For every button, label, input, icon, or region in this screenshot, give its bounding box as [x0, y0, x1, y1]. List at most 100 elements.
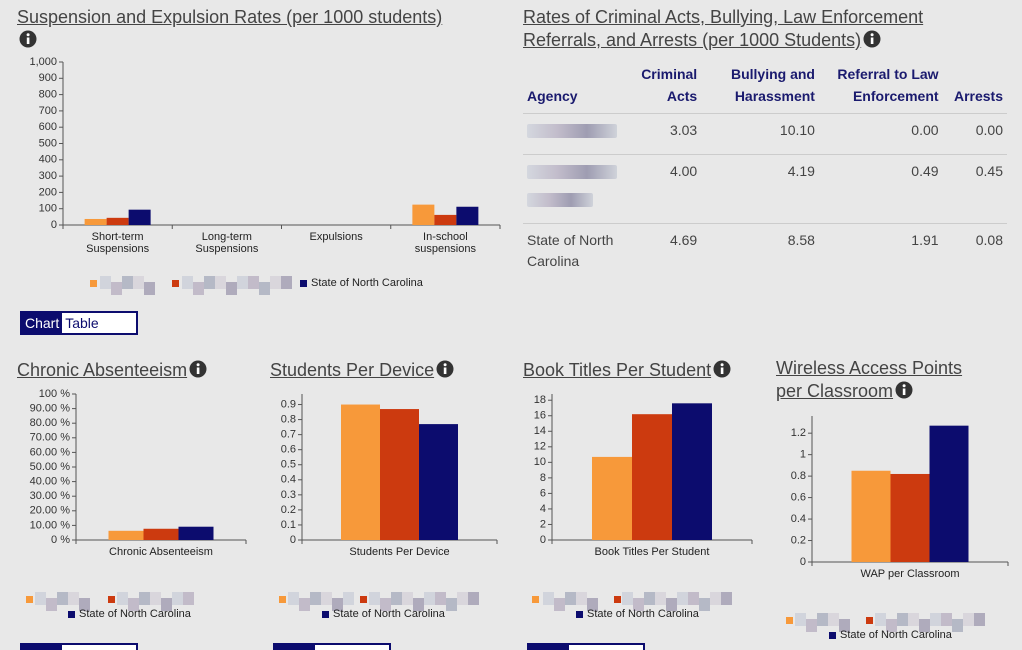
bar [143, 528, 179, 540]
info-bar [26, 37, 30, 44]
legend-redacted [288, 592, 299, 605]
title-text: Book Titles Per Student [523, 360, 712, 380]
legend-redacted [875, 613, 886, 626]
y-tick-label: 200 [39, 186, 57, 198]
info-icon[interactable] [436, 360, 454, 378]
legend-redacted [565, 592, 576, 605]
redacted-name [527, 193, 593, 207]
info-icon[interactable] [19, 30, 37, 48]
bar [380, 409, 419, 540]
toggle-table[interactable]: Table [569, 645, 608, 650]
y-tick-label: 500 [39, 137, 57, 149]
legend-redacted [424, 592, 435, 605]
section-title: Students Per Device [270, 359, 510, 382]
y-tick-label: 12 [534, 441, 546, 453]
legend-redacted [248, 276, 259, 289]
y-tick-label: 0.6 [281, 444, 296, 456]
y-tick-label: 0.8 [281, 413, 296, 425]
legend-swatch [279, 596, 286, 603]
bar [890, 473, 930, 562]
y-tick-label: 0.4 [281, 474, 296, 486]
legend-redacted [554, 598, 565, 611]
y-tick-label: 0.2 [791, 534, 806, 546]
info-icon[interactable] [863, 30, 881, 48]
legend-redacted [259, 282, 270, 295]
x-tick-label: In-school suspensions [414, 231, 476, 255]
table-cell: 0.45 [942, 154, 1007, 224]
x-tick-label: WAP per Classroom [860, 568, 960, 580]
legend-redacted [576, 592, 587, 605]
x-tick-label: Chronic Absenteeism [109, 546, 213, 558]
y-tick-label: 0 [540, 534, 546, 546]
table-cell: 1.91 [818, 223, 943, 278]
table-header: Bullying and Harassment [730, 66, 815, 104]
legend-redacted [633, 598, 644, 611]
bar [128, 209, 151, 225]
toggle-table[interactable]: Table [62, 645, 101, 650]
legend-redacted [677, 592, 688, 605]
legend-swatch [300, 280, 307, 287]
legend-redacted [150, 592, 161, 605]
legend-redacted [622, 592, 633, 605]
table-header: Referral to Law Enforcement [837, 66, 939, 104]
y-tick-label: 300 [39, 170, 57, 182]
y-tick-label: 0.9 [281, 398, 296, 410]
y-tick-label: 10 [534, 456, 546, 468]
legend-redacted [897, 613, 908, 626]
y-tick-label: 30.00 % [30, 490, 71, 502]
legend-swatch [68, 611, 75, 618]
legend-redacted [402, 592, 413, 605]
legend-redacted [128, 598, 139, 611]
toggle-chart[interactable]: Chart [22, 645, 63, 650]
y-tick-label: 0 % [51, 534, 70, 546]
bar [632, 414, 672, 540]
legend-swatch [90, 280, 97, 287]
toggle-chart[interactable]: Chart [529, 645, 570, 650]
toggle-table[interactable]: Table [315, 645, 354, 650]
info-icon[interactable] [895, 381, 913, 399]
legend-redacted [182, 276, 193, 289]
y-tick-label: 1,000 [29, 56, 57, 68]
table-cell: 4.69 [625, 223, 702, 278]
table-header: Arrests [953, 88, 1003, 104]
info-bar [720, 367, 724, 374]
title-text: Students Per Device [270, 360, 435, 380]
legend-swatch [576, 611, 583, 618]
legend-redacted [144, 282, 155, 295]
y-tick-label: 0.6 [791, 491, 806, 503]
legend-redacted [226, 282, 237, 295]
table-header: Agency [527, 88, 578, 104]
legend-redacted [710, 592, 721, 605]
y-tick-label: 0 [800, 556, 806, 568]
toggle-chart[interactable]: Chart [22, 313, 63, 333]
legend-redacted [587, 598, 598, 611]
info-icon[interactable] [189, 360, 207, 378]
y-tick-label: 100 % [39, 388, 70, 400]
y-tick-label: 2 [540, 518, 546, 530]
legend-redacted [655, 592, 666, 605]
agency-cell [523, 113, 626, 155]
legend-redacted [172, 592, 183, 605]
legend-redacted [79, 598, 90, 611]
legend-redacted [68, 592, 79, 605]
info-bar [902, 388, 906, 395]
section-title: Chronic Absenteeism [17, 359, 257, 382]
legend-redacted [795, 613, 806, 626]
legend-redacted [100, 276, 111, 289]
table-cell: 0.49 [818, 154, 943, 224]
bar [84, 218, 107, 225]
table-cell: 0.08 [942, 223, 1007, 278]
toggle-table[interactable]: Table [65, 315, 99, 331]
legend-label: State of North Carolina [587, 608, 699, 620]
legend-redacted [343, 592, 354, 605]
y-tick-label: 16 [534, 410, 546, 422]
legend-redacted [930, 613, 941, 626]
toggle-chart[interactable]: Chart [275, 645, 316, 650]
y-tick-label: 0.4 [791, 513, 806, 525]
legend-redacted [204, 276, 215, 289]
table-cell: 4.00 [625, 154, 702, 224]
info-icon[interactable] [713, 360, 731, 378]
